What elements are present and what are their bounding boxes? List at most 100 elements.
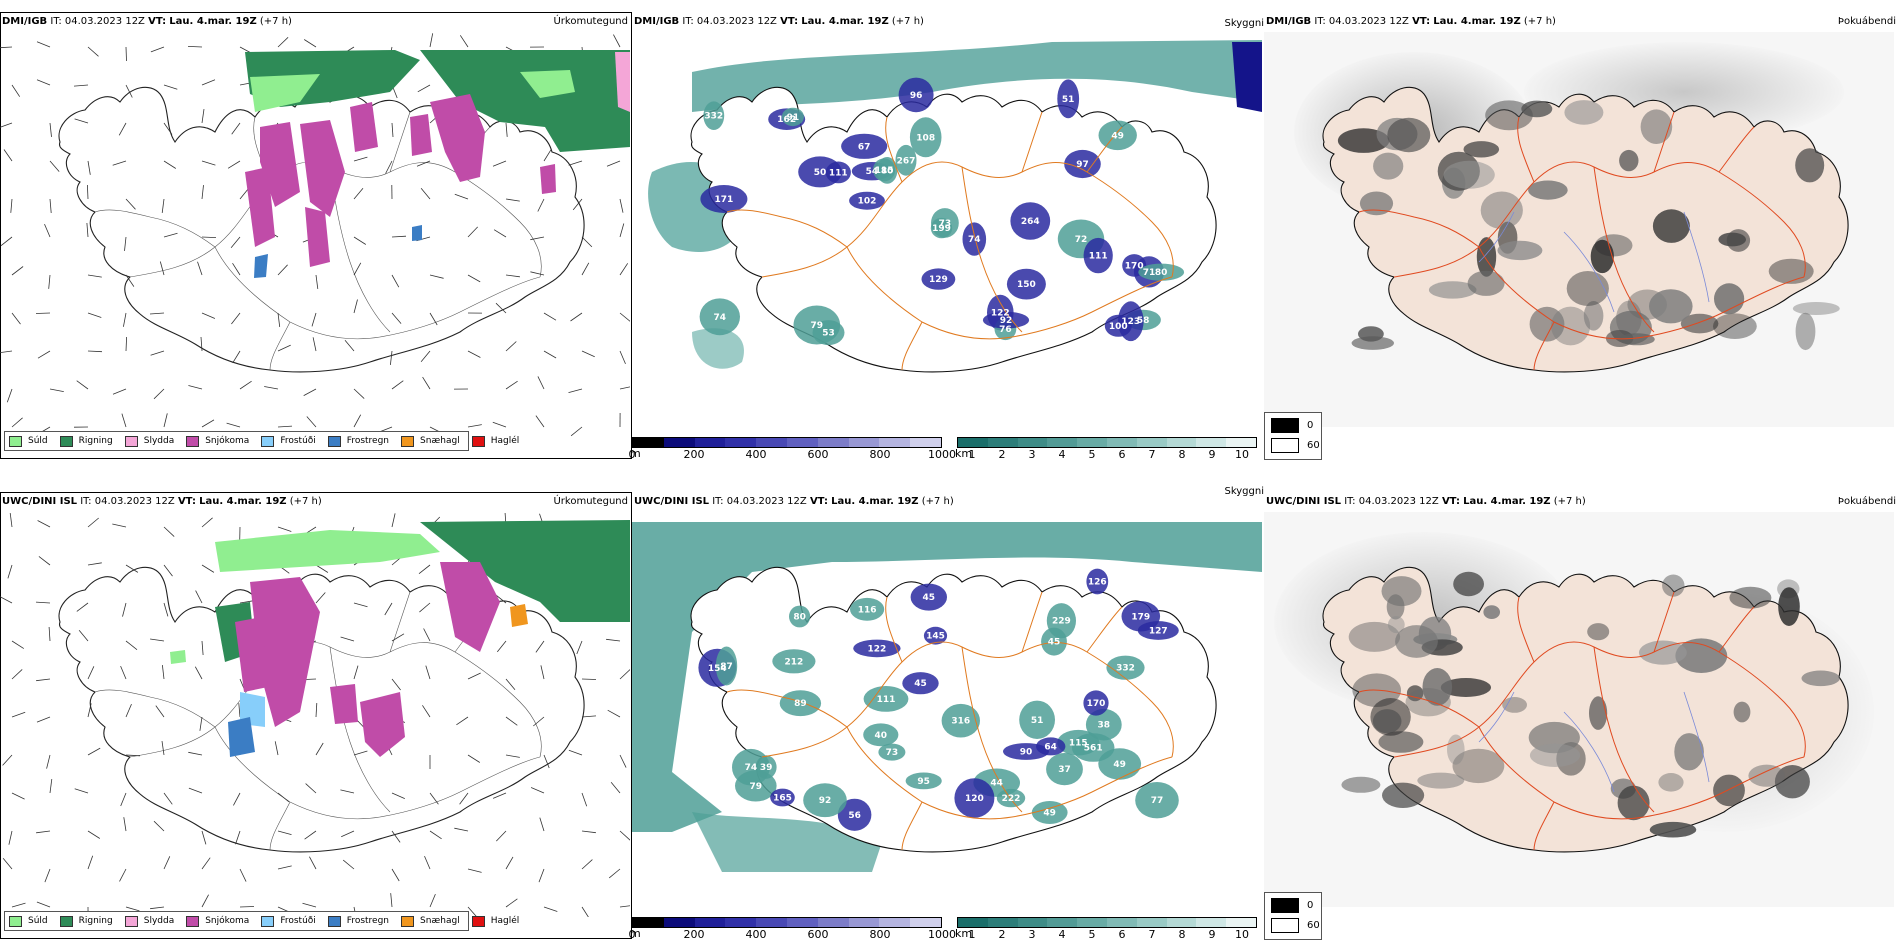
legend-swatch [401,436,414,447]
fog-legend-swatch [1271,918,1299,933]
wind-barb [304,40,316,48]
cloud-base-label: 97 [1076,160,1089,170]
legend-label: Snjókoma [205,916,249,926]
wind-barb [202,895,209,907]
legend-swatch [60,436,73,447]
colorbar-cell [818,918,849,927]
wind-barb [385,603,392,615]
wind-barb [278,866,292,869]
fog-patch [1485,100,1533,130]
cloud-base-label: 126 [1088,578,1107,588]
legend-swatch [261,916,274,927]
legend-label: Súld [28,436,48,446]
fog-patch [1587,623,1609,640]
legend-swatch [401,916,414,927]
wind-barb [126,47,127,61]
wind-barb [468,425,482,427]
wind-barb [392,831,400,842]
wind-barb [582,793,587,806]
legend-swatch [328,916,341,927]
wind-barb [316,565,328,573]
colorbar-cell [1107,438,1137,447]
product-name: Þokuábendi [1838,496,1896,507]
colorbar-unit: km [955,447,972,460]
wind-barb [460,793,468,804]
cloud-base-label: 92 [819,796,832,806]
wind-barb [88,748,100,755]
wind-barb [392,236,406,237]
colorbar-tick: 8 [1179,448,1186,461]
colorbar-unit: km [955,927,972,940]
model-name: DMI/IGB [1266,16,1311,27]
precip-type-map [0,32,630,437]
wind-barb [307,417,316,428]
colorbar-cell [1196,918,1226,927]
cloud-base-label: 76 [999,325,1012,335]
wind-barb [88,161,90,175]
vt-value: Lau. 4.mar. 19Z [831,496,918,507]
colorbar-cell [664,918,695,927]
cloud-base-label: 111 [1089,252,1108,262]
legend-label: Frostregn [347,916,389,926]
wind-barb [37,717,50,722]
wind-barb [126,199,136,209]
wind-barb [154,821,164,831]
wind-barb [392,513,395,527]
colorbar-tick: 2 [999,448,1006,461]
colorbar-tick: 3 [1029,928,1036,941]
wind-barb [124,817,126,831]
legend-item: Snjókoma [186,436,249,447]
wind-barb [0,597,12,604]
cloud-base-label: 127 [1149,627,1168,637]
wind-barb [50,123,52,137]
wind-barb [240,869,246,882]
colorbar-cell [818,438,849,447]
cloud-base-label: 71 [1143,268,1156,278]
cloud-base-label: 116 [858,605,877,615]
wind-barb [202,161,215,165]
wind-barb [198,262,203,275]
cloud-base-label: 145 [926,632,945,642]
panel-fog-bottom: UWC/DINI ISL IT: 04.03.2023 12Z VT: Lau.… [1264,492,1896,952]
wind-barb [422,705,430,717]
cloud-base-label: 73 [886,748,899,758]
wind-barb [506,123,507,137]
wind-barb [12,793,25,799]
wind-barb [164,856,170,869]
cloud-base-label: 332 [704,112,723,122]
wind-barb [164,527,174,537]
wind-barb [10,513,12,527]
wind-barb [188,46,202,47]
wind-barb [156,706,164,717]
wind-barb [228,161,240,168]
fog-patch [1341,777,1380,793]
legend-swatch [9,436,22,447]
wind-barb [12,418,23,427]
wind-barb [121,793,126,806]
wind-barb [88,275,102,277]
wind-barb [456,717,468,725]
legend-swatch [125,436,138,447]
product-name: Skyggni [1224,486,1264,497]
wind-barb [88,47,99,56]
fog-patch [1567,271,1609,306]
cloud-base-label: 87 [720,662,733,672]
legend-item: Snæhagl [401,436,460,447]
wind-barb [0,47,12,48]
fog-patch [1658,773,1683,792]
wind-barb [151,47,164,52]
wind-barb [313,337,316,351]
cloud-base-label: 120 [965,794,984,804]
colorbar-cell [879,438,910,447]
fog-patch [1382,783,1424,808]
wind-barb [12,313,21,324]
wind-barb [79,630,88,641]
wind-barb [468,227,478,237]
wind-barb [227,423,240,427]
cloud-base-label: 91 [787,113,800,123]
wind-barb [421,188,430,199]
wind-barb [202,420,214,427]
wind-barb [189,788,202,793]
legend-swatch [472,436,485,447]
fog-patch [1769,259,1814,284]
